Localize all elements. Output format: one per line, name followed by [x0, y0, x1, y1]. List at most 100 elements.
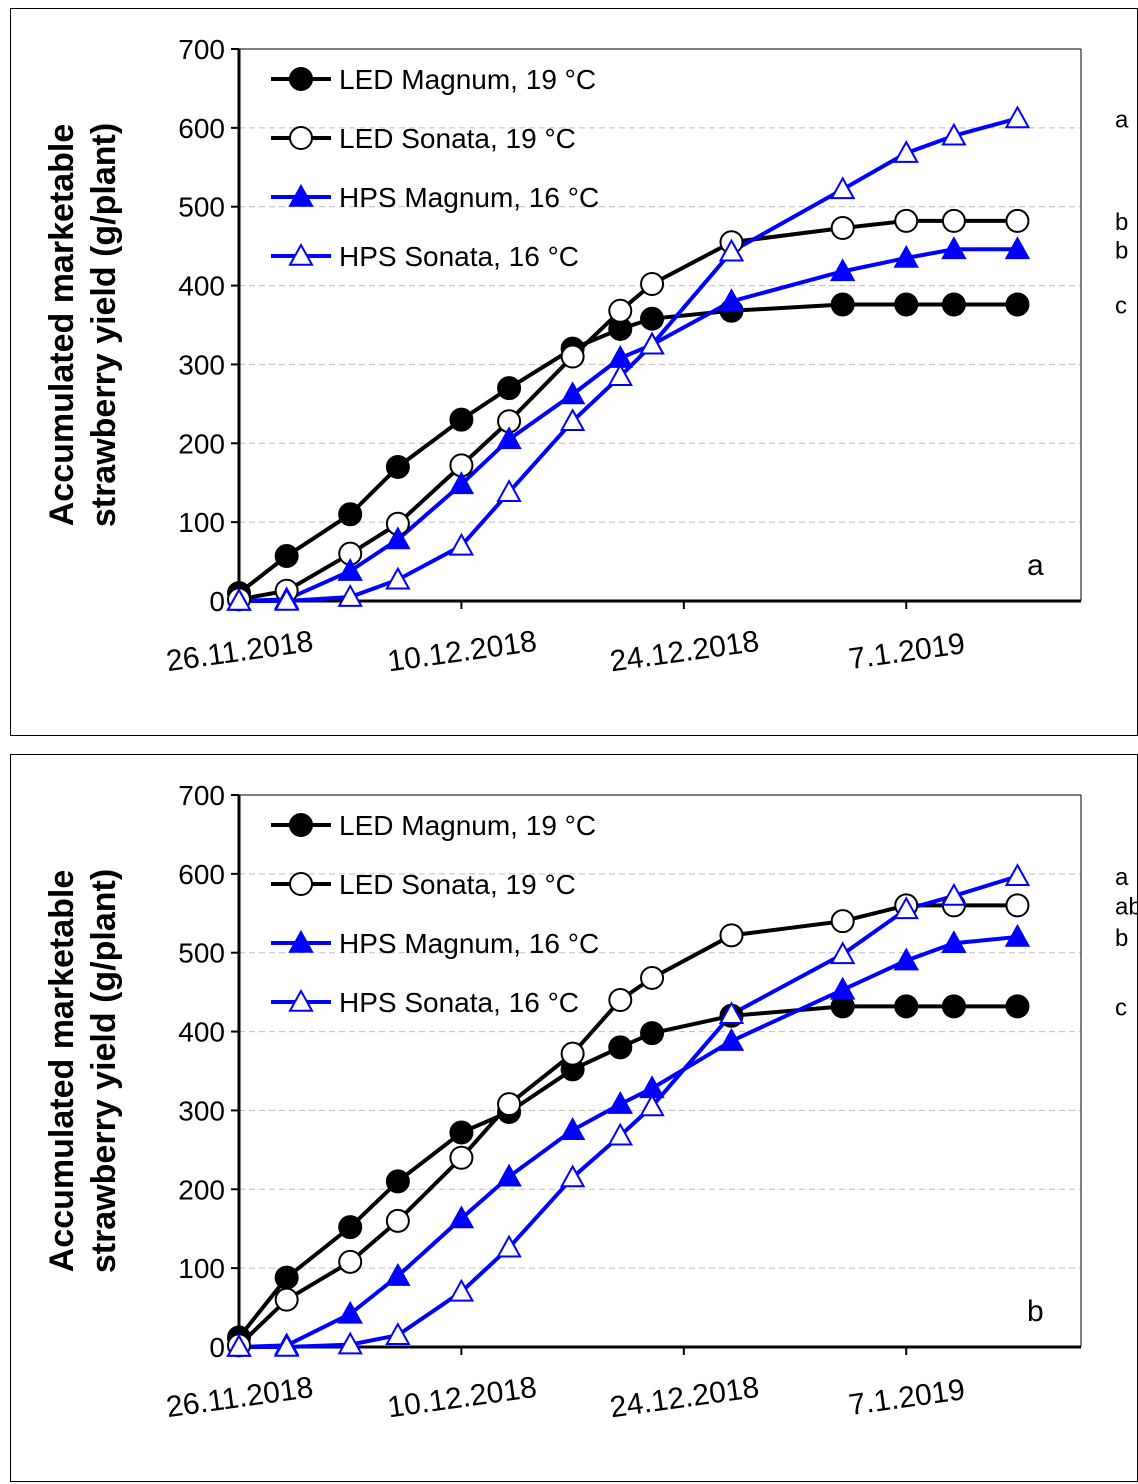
chart-b-series-0-point [385, 1169, 410, 1194]
chart-b-y-tick-label: 500 [178, 938, 225, 969]
chart-b-series-0-point [338, 1215, 363, 1240]
chart-a-series-3-point [273, 587, 300, 611]
chart-b-series-2-point [607, 1091, 633, 1114]
chart-a-series-0-point [497, 376, 522, 401]
chart-b-legend-2-label: HPS Magnum, 16 °C [339, 928, 599, 959]
chart-b-series-3-point [337, 1331, 363, 1355]
chart-a-series-3-letter: a [1115, 106, 1129, 133]
chart-b-series-3-point [273, 1333, 300, 1357]
chart-b-series-2-point [718, 1027, 745, 1051]
chart-a-series-3-point [941, 122, 967, 146]
chart-a-series-3-point [448, 532, 475, 556]
chart-a-series-2-point [337, 557, 363, 581]
chart-a-series-2-point [448, 471, 475, 495]
chart-b-series-2-point [1004, 923, 1031, 947]
chart-a-y-tick-label: 100 [178, 507, 225, 538]
chart-a-svg: 0 100 200 300 400 500 600 700 26.11.2018 10.12.20… [43, 34, 1129, 679]
chart-a-series-3-point [639, 331, 665, 355]
chart-b-series-2-point [559, 1117, 586, 1140]
chart-a-series-1-point [941, 208, 966, 233]
chart-b-series-1-point [274, 1287, 299, 1312]
chart-a-series-1-point [608, 298, 633, 323]
chart-a-legend-3-label: HPS Sonata, 16 °C [339, 241, 579, 272]
chart-b-series-3-point [385, 1322, 411, 1345]
chart-a-y-tick-label: 400 [178, 271, 225, 302]
chart-b-series-2-point [337, 1300, 363, 1324]
chart-a-y-tick-label: 700 [178, 34, 225, 65]
chart-b-series-2-letter: b [1115, 925, 1128, 952]
chart-b-series-0-point [274, 1265, 299, 1290]
chart-a-series-0-point [449, 407, 474, 432]
chart-b-series-0-point [894, 994, 919, 1019]
chart-a-series-2-letter: b [1115, 237, 1128, 264]
chart-b-series-3-point [829, 941, 856, 965]
chart-b-series-1-letter: ab [1115, 893, 1138, 920]
chart-b-series-0-point [640, 1021, 665, 1046]
chart-b-series-1-point [560, 1041, 585, 1066]
chart-a-series-2-point [385, 526, 411, 550]
chart-a-series-2-point [893, 244, 919, 268]
chart-a-series-1-point [640, 271, 665, 296]
chart-b-y-axis-label: strawberry yield (g/plant) [85, 869, 123, 1273]
chart-b-series-3-point [559, 1164, 586, 1188]
chart-b-series-2-point [829, 976, 856, 1000]
chart-b-x-tick-label: 26.11.2018 [164, 1371, 315, 1424]
chart-b-series-1-line [237, 903, 1018, 1347]
chart-a-series-3-point [337, 583, 363, 607]
chart-b-series-1-point [338, 1249, 363, 1274]
chart-panel-a: 0 100 200 300 400 500 600 700 26.11.2018 10.12.20… [10, 8, 1138, 736]
chart-b-series-3-point [893, 896, 919, 920]
chart-a-y-tick-label: 200 [178, 428, 225, 459]
chart-b-y-tick-label: 400 [178, 1017, 225, 1048]
chart-a-series-0-point [941, 292, 966, 317]
chart-a-series-0-point [830, 292, 855, 317]
chart-a-series-2-point [559, 381, 586, 405]
chart-a-series-3-point [829, 176, 856, 200]
chart-a-legend-0-marker [289, 67, 313, 91]
chart-a-y-tick-label: 0 [209, 586, 225, 617]
chart-b-series-3-point [607, 1122, 633, 1146]
chart-a-series-0-point [894, 292, 919, 317]
chart-panel-b: 0 100 200 300 400 500 600 700 26.11.2018 10.12.20… [10, 754, 1138, 1482]
chart-a-series-1-point [1005, 208, 1030, 233]
chart-b-legend-1-label: LED Sonata, 19 °C [339, 869, 576, 900]
chart-a-legend-0-label: LED Magnum, 19 °C [339, 64, 596, 95]
chart-b-series-1-point [497, 1092, 522, 1117]
chart-b-x-tick-label: 7.1.2019 [847, 1373, 967, 1422]
chart-a-series-1-point [830, 216, 855, 241]
chart-b-legend-0-label: LED Magnum, 19 °C [339, 810, 596, 841]
chart-a-legend-3-marker [288, 242, 314, 266]
chart-b-y-tick-label: 300 [178, 1095, 225, 1126]
chart-b-series-1-point [385, 1208, 410, 1233]
chart-a-series-0-letter: c [1115, 292, 1127, 319]
chart-a-series-0-point [385, 454, 410, 479]
chart-a-series-3-point [496, 479, 522, 502]
chart-a-series-1-point [560, 344, 585, 369]
chart-a-series-2-line [238, 247, 1018, 603]
chart-b-series-0-point [941, 994, 966, 1019]
chart-a-series-2-point [496, 426, 522, 450]
chart-b-series-2-point [448, 1205, 475, 1229]
chart-b-series-1-point [449, 1145, 474, 1170]
chart-b-panel-label: b [1027, 1295, 1044, 1328]
chart-a-series-0-point [338, 502, 363, 527]
chart-a-y-tick-label: 300 [178, 349, 225, 380]
chart-b-y-tick-label: 600 [178, 859, 225, 890]
chart-a-y-axis-label: Accumulated marketable [43, 124, 81, 527]
chart-a-series-3-point [893, 140, 919, 163]
chart-a-legend-2-label: HPS Magnum, 16 °C [339, 182, 599, 213]
chart-b-legend-1-marker [289, 872, 313, 896]
chart-b-series-2-point [893, 947, 919, 971]
chart-b-series-2-point [496, 1163, 522, 1187]
chart-a-x-tick-label: 24.12.2018 [608, 625, 761, 679]
chart-a-panel-label: a [1027, 549, 1044, 582]
chart-b-series-1-point [1005, 893, 1030, 918]
chart-b-y-tick-label: 200 [178, 1174, 225, 1205]
chart-b-y-axis-label: Accumulated marketable [43, 870, 81, 1273]
chart-b-series-1-point [640, 965, 665, 990]
chart-a-x-tick-label: 26.11.2018 [164, 625, 315, 678]
chart-a-y-tick-label: 600 [178, 113, 225, 144]
chart-b-series-1-point [719, 923, 744, 948]
chart-b-series-3-point [1004, 863, 1031, 887]
chart-b-series-3-point [226, 1333, 252, 1357]
